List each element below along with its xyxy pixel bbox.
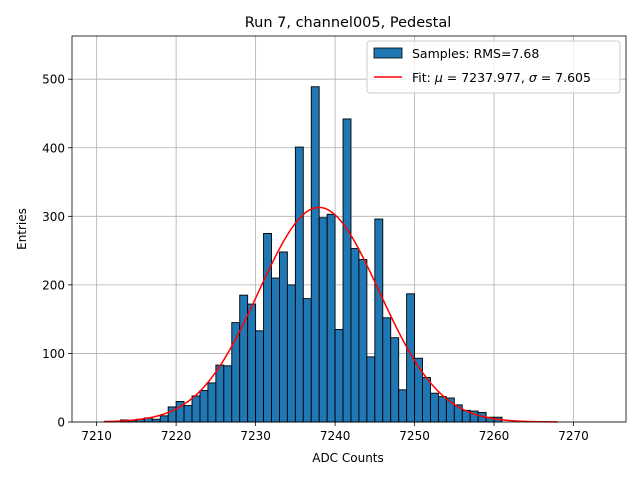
histogram-bar — [390, 337, 400, 423]
histogram-bar — [239, 294, 249, 423]
histogram-bar — [430, 392, 439, 423]
histogram-bar — [199, 390, 209, 423]
histogram-bar — [310, 86, 320, 423]
histogram-bar — [223, 365, 233, 423]
histogram-bar — [286, 284, 296, 423]
y-axis-label: Entries — [15, 208, 29, 250]
histogram-bar — [342, 118, 352, 423]
histogram-bar — [366, 356, 376, 423]
histogram-bar — [350, 248, 360, 423]
histogram-bar — [302, 298, 312, 423]
histogram-bar — [318, 217, 328, 423]
legend-fit-sigma-symbol: σ — [529, 70, 538, 85]
histogram-bar — [279, 251, 288, 423]
legend-histogram-label: Samples: RMS=7.68 — [412, 46, 539, 61]
histogram-bar — [271, 277, 280, 423]
histogram-bar — [191, 395, 201, 423]
histogram-bar — [183, 405, 193, 423]
x-tick-label: 7250 — [399, 429, 430, 443]
chart-title: Run 7, channel005, Pedestal — [245, 15, 452, 31]
histogram-bar — [422, 376, 431, 423]
legend-fit-prefix: Fit: — [412, 70, 435, 85]
histogram-bar — [263, 233, 272, 423]
histogram-bar — [437, 396, 447, 423]
x-tick-label: 7210 — [81, 429, 112, 443]
x-tick-label: 7240 — [320, 429, 351, 443]
x-axis-label: ADC Counts — [312, 451, 384, 465]
x-tick-label: 7260 — [479, 429, 510, 443]
histogram-bar — [398, 389, 408, 423]
legend-fit-label: Fit: μ = 7237.977, σ = 7.605 — [412, 70, 591, 85]
y-tick-label: 100 — [42, 347, 65, 361]
histogram-bar — [334, 328, 344, 423]
plot-frame — [71, 35, 627, 423]
legend-fit-mu-value: = 7237.977, — [443, 70, 529, 85]
x-tick-label: 7270 — [558, 429, 589, 443]
y-tick-label: 500 — [42, 73, 65, 87]
histogram-bar — [326, 213, 336, 423]
y-tick-label: 200 — [42, 278, 65, 292]
histogram-bar — [159, 415, 169, 423]
histogram-bar — [358, 259, 368, 423]
histogram-bar — [294, 146, 304, 423]
y-tick-label: 400 — [42, 141, 65, 155]
histogram-bar — [382, 317, 392, 423]
x-tick-label: 7220 — [161, 429, 192, 443]
histogram-bar — [247, 303, 257, 423]
histogram-bar — [374, 218, 384, 423]
legend-histogram-swatch — [373, 47, 403, 59]
y-tick-label: 300 — [42, 210, 65, 224]
legend-fit-mu-symbol: μ — [434, 70, 443, 85]
x-axis-ticks: 7210 7220 7230 7240 7250 7260 7270 — [81, 422, 589, 443]
x-tick-label: 7230 — [240, 429, 271, 443]
histogram-bar — [255, 330, 265, 423]
histogram-bar — [151, 418, 161, 423]
histogram-bars — [104, 86, 503, 423]
legend: Samples: RMS=7.68 Fit: μ = 7237.977, σ =… — [366, 40, 621, 94]
histogram-bar — [215, 364, 225, 423]
histogram-bar — [207, 382, 217, 423]
legend-fit-sigma-value: = 7.605 — [537, 70, 591, 85]
y-tick-label: 0 — [57, 416, 65, 430]
fit-curve — [104, 206, 558, 423]
legend-box — [366, 40, 621, 94]
y-axis-ticks: 0 100 200 300 400 500 — [42, 73, 72, 430]
